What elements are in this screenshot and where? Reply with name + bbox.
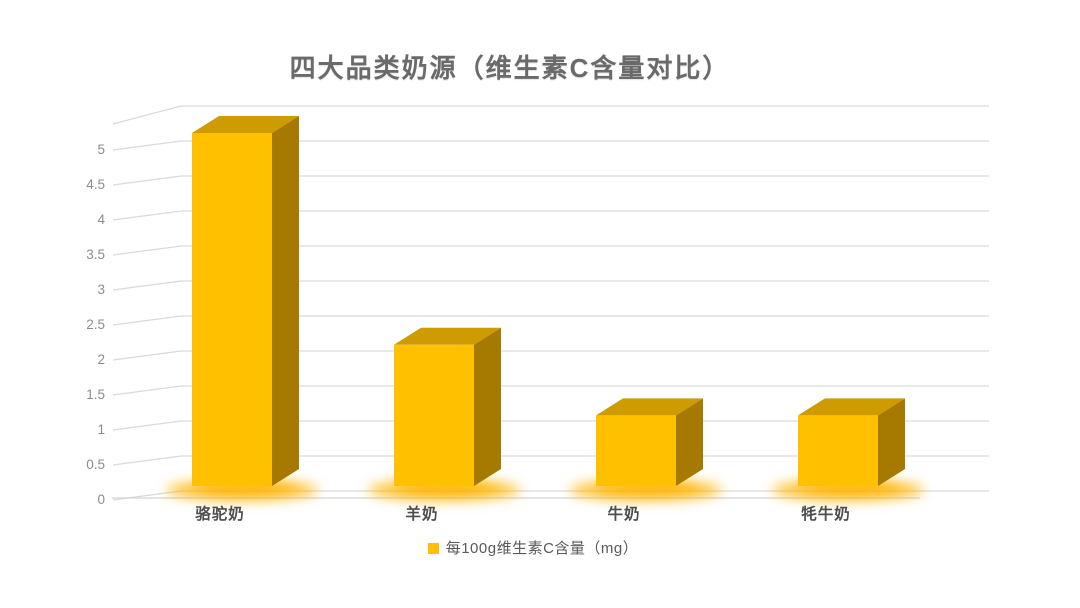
svg-text:5: 5 xyxy=(97,142,105,157)
svg-text:1: 1 xyxy=(97,422,105,437)
svg-text:4.5: 4.5 xyxy=(86,177,105,192)
svg-text:0: 0 xyxy=(97,492,105,507)
svg-text:2: 2 xyxy=(97,352,105,367)
legend-label: 每100g维生素C含量（mg） xyxy=(445,540,639,557)
svg-text:1.5: 1.5 xyxy=(86,387,105,402)
category-label-1: 骆驼奶 xyxy=(195,504,245,523)
legend: 每100g维生素C含量（mg） xyxy=(0,537,1080,558)
y-axis-labels: 0 0.5 1 1.5 2 2.5 3 3.5 4 4.5 5 xyxy=(86,142,105,507)
category-axis-labels: 骆驼奶 羊奶 牛奶 牦牛奶 xyxy=(195,504,851,523)
bar-column-3 xyxy=(570,398,722,501)
category-label-2: 羊奶 xyxy=(405,504,438,523)
gridlines xyxy=(112,105,989,501)
bar-column-4 xyxy=(772,398,924,501)
bar-column-2 xyxy=(368,327,520,501)
legend-swatch-icon xyxy=(427,542,439,554)
svg-text:3: 3 xyxy=(97,282,105,297)
svg-text:3.5: 3.5 xyxy=(86,247,105,262)
svg-text:4: 4 xyxy=(97,212,105,227)
svg-text:2.5: 2.5 xyxy=(86,317,105,332)
svg-text:0.5: 0.5 xyxy=(86,457,105,472)
category-label-3: 牛奶 xyxy=(607,504,640,523)
category-label-4: 牦牛奶 xyxy=(801,504,851,523)
chart-title: 四大品类奶源（维生素C含量对比） xyxy=(289,53,731,83)
bar-series xyxy=(166,116,924,501)
bar-column-1 xyxy=(166,116,318,501)
